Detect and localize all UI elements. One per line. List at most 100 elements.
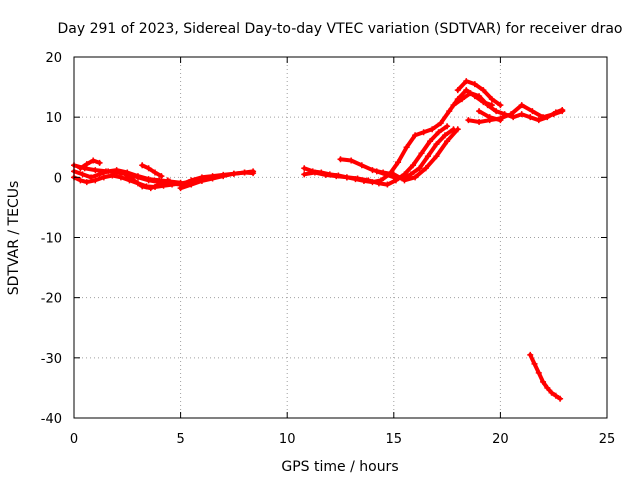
data-point — [540, 114, 547, 121]
data-point — [343, 174, 350, 181]
data-point — [444, 138, 451, 145]
data-point — [354, 175, 361, 182]
data-point — [145, 165, 152, 172]
series-track-8 — [301, 87, 495, 186]
data-point — [437, 120, 444, 127]
data-point — [145, 176, 152, 183]
data-point — [399, 175, 406, 182]
data-point — [390, 174, 397, 181]
series-track-7 — [177, 168, 257, 192]
data-point — [544, 384, 551, 391]
data-point — [100, 174, 107, 181]
data-point — [407, 171, 414, 178]
chart-title: Day 291 of 2023, Sidereal Day-to-day VTE… — [57, 21, 622, 37]
y-tick-label: 10 — [45, 111, 62, 126]
data-point — [480, 87, 487, 94]
data-point — [409, 162, 416, 169]
data-point — [484, 102, 491, 109]
grid-lines — [74, 57, 607, 418]
data-point — [548, 389, 555, 396]
data-point — [552, 392, 559, 399]
series-track — [302, 88, 494, 185]
data-point — [422, 165, 429, 172]
series-track-4 — [77, 157, 103, 172]
data-point — [92, 167, 99, 174]
data-point — [418, 150, 425, 157]
data-point — [435, 129, 442, 136]
series-track — [466, 103, 565, 124]
series-track-15 — [476, 108, 504, 124]
data-point — [134, 173, 141, 180]
data-point — [441, 132, 448, 139]
data-point — [322, 171, 329, 178]
data-point — [497, 102, 504, 109]
x-tick-label: 20 — [492, 432, 509, 447]
data-point — [241, 169, 248, 176]
y-tick-label: -30 — [41, 352, 62, 367]
data-point — [384, 181, 391, 188]
data-point — [83, 179, 90, 186]
data-point — [156, 181, 163, 188]
data-point — [465, 117, 472, 124]
data-point — [311, 169, 318, 176]
data-point — [382, 171, 389, 178]
data-point — [301, 171, 308, 178]
series-track-11 — [373, 126, 457, 182]
y-tick-label: -40 — [41, 412, 62, 427]
data-point — [429, 126, 436, 133]
data-point — [403, 144, 410, 151]
data-point — [198, 177, 205, 184]
series-track — [302, 124, 450, 187]
y-axis-label: SDTVAR / TECUs — [6, 181, 22, 296]
data-point — [535, 369, 542, 376]
data-point — [358, 162, 365, 169]
data-point — [476, 108, 483, 115]
data-point — [79, 171, 86, 178]
data-point — [375, 180, 382, 187]
y-tick-label: -10 — [41, 232, 62, 247]
data-point — [96, 171, 103, 178]
data-point — [152, 169, 159, 176]
y-tick-label: -20 — [41, 292, 62, 307]
data-point — [113, 167, 120, 174]
series-track — [455, 79, 503, 108]
data-point — [373, 168, 380, 175]
data-point — [416, 165, 423, 172]
data-point — [77, 165, 84, 172]
data-point — [486, 114, 493, 121]
data-point — [122, 171, 129, 178]
data-point — [412, 174, 419, 181]
data-point — [169, 181, 176, 188]
data-point — [369, 167, 376, 174]
data-point — [420, 129, 427, 136]
data-point — [535, 117, 542, 124]
data-point — [395, 159, 402, 166]
data-point — [147, 185, 154, 192]
data-point — [427, 138, 434, 145]
series-track-16 — [527, 351, 564, 402]
data-point — [459, 96, 466, 103]
data-point — [463, 87, 470, 94]
data-point — [476, 118, 483, 125]
data-point — [497, 117, 504, 124]
series-track-5 — [122, 171, 171, 192]
data-point — [337, 156, 344, 163]
y-tick-label: 0 — [54, 171, 62, 186]
data-point — [463, 78, 470, 85]
data-point — [476, 93, 483, 100]
data-point — [518, 111, 525, 118]
series-track-13 — [454, 78, 504, 109]
data-point — [433, 141, 440, 148]
series-track — [140, 163, 164, 179]
data-points — [71, 78, 566, 402]
data-point — [550, 111, 557, 118]
data-point — [540, 378, 547, 385]
y-axis-ticks: 20 10 0 -10 -20 -30 -40 — [41, 51, 607, 427]
data-point — [471, 81, 478, 88]
data-point — [83, 161, 90, 168]
data-point — [529, 108, 536, 115]
data-point — [365, 177, 372, 184]
data-point — [130, 177, 137, 184]
data-point — [250, 168, 257, 175]
